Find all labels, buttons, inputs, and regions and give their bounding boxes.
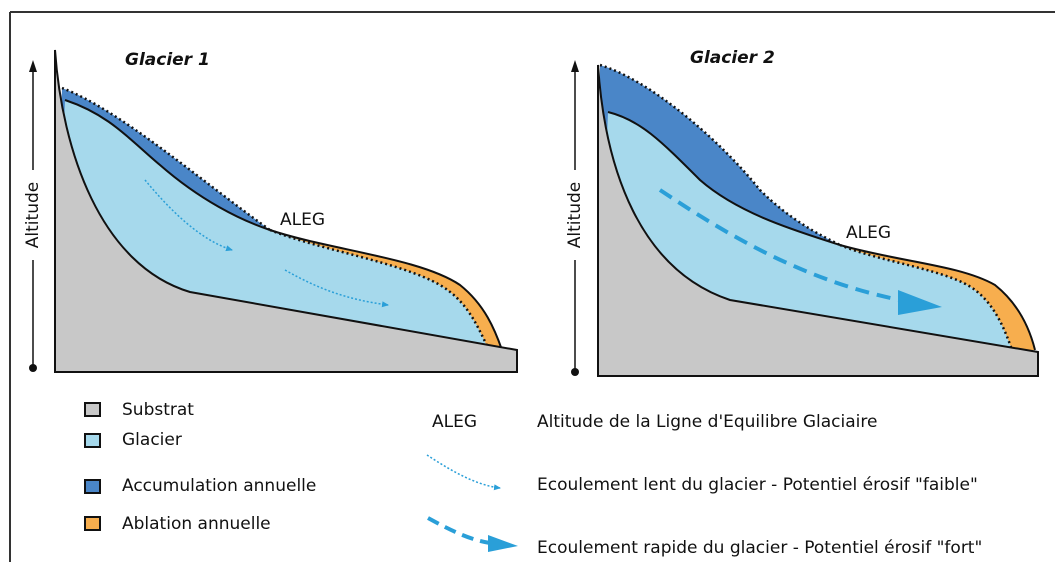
axis-arrow: [571, 60, 579, 72]
flow-fast: [658, 188, 901, 302]
ice-line: [64, 99, 271, 231]
key-text: Ecoulement rapide du glacier - Potentiel…: [537, 538, 982, 558]
swatch-glacier: [84, 433, 101, 448]
glacier-1: Altitude Glacier 1 ALEG: [23, 49, 518, 373]
flow-slow: [144, 179, 233, 252]
aleg-label: ALEG: [280, 210, 325, 230]
axis-label: Altitude: [565, 182, 585, 248]
surface-line: [269, 229, 503, 351]
key-fast-arrow: [427, 516, 491, 545]
label-bg: [24, 170, 42, 260]
legend-label: Accumulation annuelle: [122, 476, 316, 496]
axis-dot: [29, 364, 37, 372]
panel-title: Glacier 1: [125, 50, 210, 70]
swatch-ablation: [84, 516, 101, 531]
ice-line-dotted: [269, 228, 490, 349]
surface-dotted: [599, 63, 841, 247]
ice-line: [607, 111, 841, 246]
substrate: [54, 49, 518, 373]
axis-dot: [571, 368, 579, 376]
flow-slow: [284, 269, 389, 308]
flow-fast-head: [898, 290, 942, 315]
key-fast-head: [488, 535, 518, 552]
glacier-2: Altitude Glacier 2 ALEG: [565, 48, 1039, 377]
key-abbr: ALEG: [432, 412, 477, 432]
legend: Substrat Glacier Accumulation annuelle A…: [84, 400, 982, 558]
label-bg: [566, 170, 584, 260]
surface-dotted: [61, 86, 271, 232]
substrate: [597, 64, 1039, 377]
legend-label: Substrat: [122, 400, 194, 420]
surface-line: [839, 244, 1036, 351]
legend-label: Ablation annuelle: [122, 514, 271, 534]
swatch-accumulation: [84, 479, 101, 494]
axis-arrow: [29, 60, 37, 72]
key-text: Altitude de la Ligne d'Equilibre Glaciai…: [537, 412, 877, 432]
key-text: Ecoulement lent du glacier - Potentiel é…: [537, 475, 978, 495]
key-slow-arrow: [426, 454, 501, 491]
aleg-label: ALEG: [846, 223, 891, 243]
axis-label: Altitude: [23, 182, 43, 248]
legend-label: Glacier: [122, 430, 182, 450]
swatch-substrate: [84, 402, 101, 417]
panel-title: Glacier 2: [690, 48, 775, 68]
